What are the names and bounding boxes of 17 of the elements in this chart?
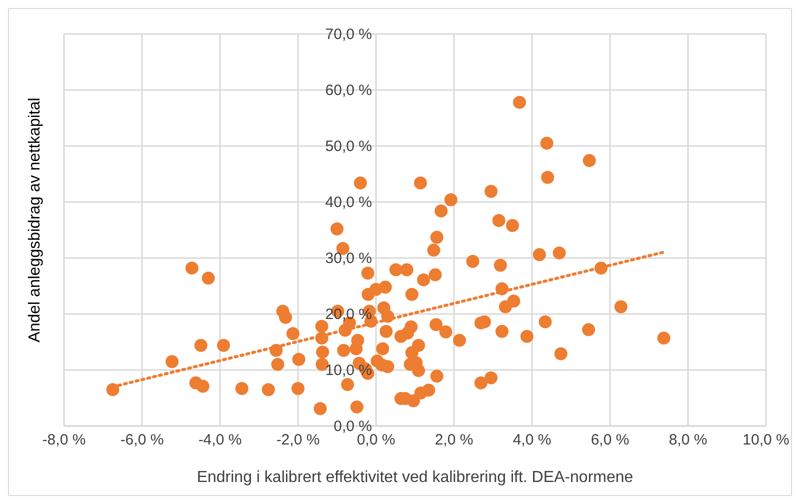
x-axis-title: Endring i kalibrert effektivitet ved kalibrering ift. DEA-normene bbox=[196, 469, 634, 486]
y-tick-label: 70,0 % bbox=[325, 26, 372, 43]
y-axis-title: Andel anleggsbidrag av nettkapital bbox=[26, 98, 44, 342]
x-tick-label: -6,0 % bbox=[120, 432, 164, 449]
x-tick-label: -2,0 % bbox=[276, 432, 320, 449]
x-tick-label: -4,0 % bbox=[198, 432, 242, 449]
y-tick-label: 40,0 % bbox=[325, 194, 372, 211]
y-tick-label: 30,0 % bbox=[325, 250, 372, 267]
x-tick-label: 4,0 % bbox=[512, 432, 552, 449]
y-tick-label: 60,0 % bbox=[325, 82, 372, 99]
x-tick-label: 6,0 % bbox=[590, 432, 630, 449]
x-tick-label: -8,0 % bbox=[42, 432, 86, 449]
y-tick-label: 10,0 % bbox=[325, 362, 372, 379]
x-tick-label: 2,0 % bbox=[434, 432, 474, 449]
x-tick-label: 10,0 % bbox=[742, 432, 790, 449]
x-tick-label: 8,0 % bbox=[668, 432, 708, 449]
y-tick-label: 50,0 % bbox=[325, 138, 372, 155]
